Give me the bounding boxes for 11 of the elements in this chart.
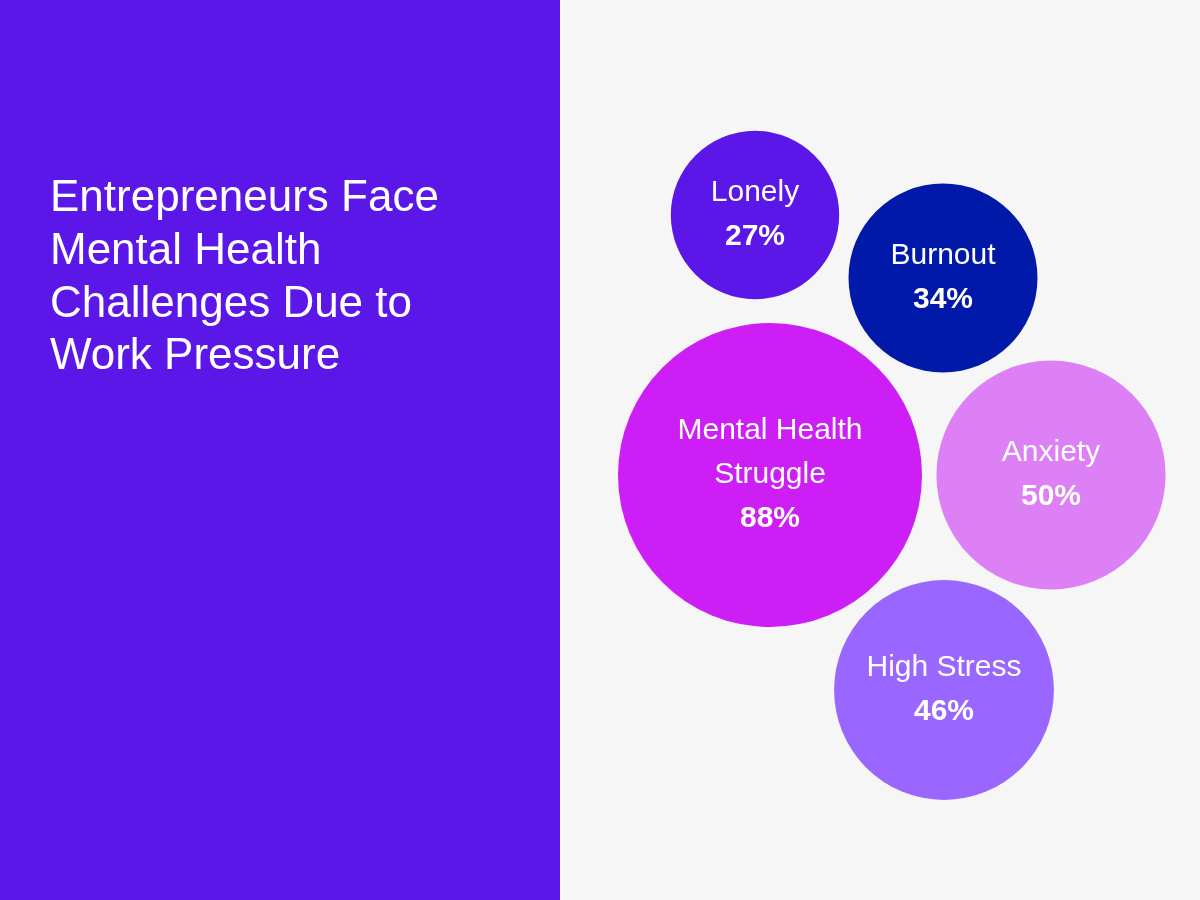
data-label: 34% bbox=[912, 281, 974, 315]
text: Entrepreneurs Face Mental Health Challenges Due to Work Pressure bbox=[50, 170, 440, 381]
data-label: 27% bbox=[724, 218, 786, 252]
category-label: Anxiety bbox=[1001, 434, 1101, 468]
data-label: 50% bbox=[1020, 478, 1082, 512]
data-label: 46% bbox=[913, 693, 975, 727]
data-label: 88% bbox=[739, 500, 801, 534]
category-label: Lonely bbox=[710, 174, 800, 208]
category-label: High Stress bbox=[866, 649, 1022, 683]
category-label: Mental Health Struggle bbox=[677, 412, 863, 490]
category-label: Burnout bbox=[890, 237, 997, 271]
